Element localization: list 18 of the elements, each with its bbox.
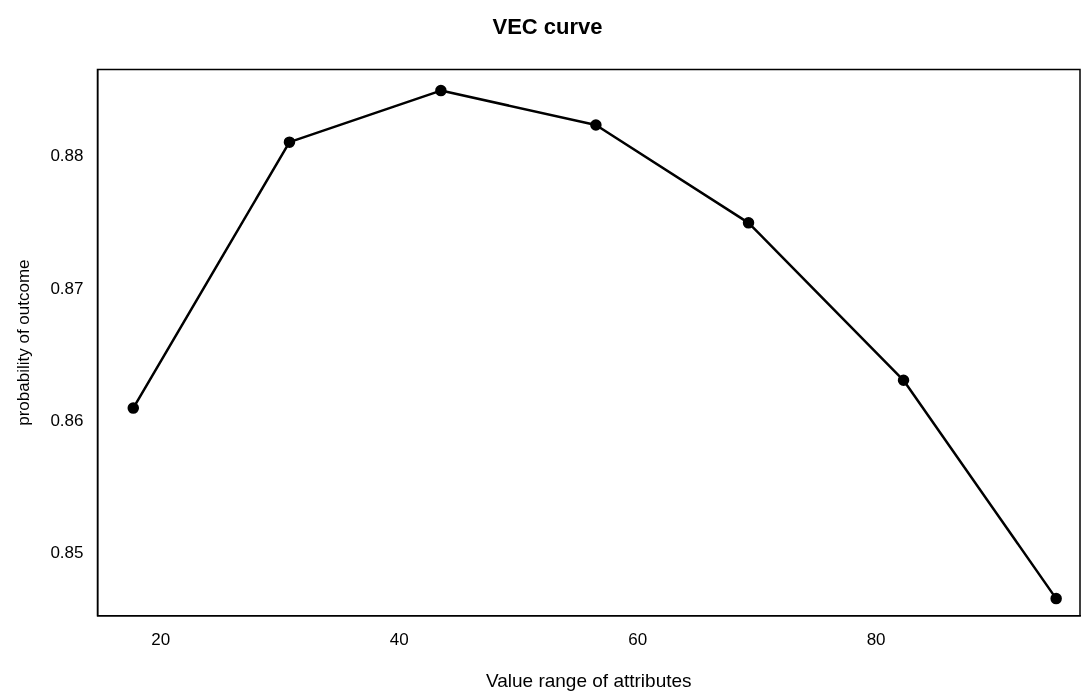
point	[435, 84, 447, 97]
y-tick-label: 0.88	[50, 146, 84, 166]
y-axis-title: probability of outcome	[13, 259, 33, 426]
point	[1050, 592, 1062, 605]
x-tick-label: 20	[151, 629, 171, 649]
x-tick-label: 80	[866, 629, 886, 649]
y-tick-label: 0.85	[50, 543, 84, 563]
y-tick-label: 0.87	[50, 278, 84, 298]
point	[127, 402, 140, 414]
point	[590, 119, 602, 131]
x-tick-label: 40	[389, 629, 409, 649]
point	[897, 374, 910, 387]
y-tick-label: 0.86	[50, 411, 84, 431]
x-tick-label: 60	[628, 629, 648, 649]
chart-title: VEC curve	[492, 14, 603, 40]
point	[283, 136, 296, 148]
x-axis-title: Value range of attributes	[485, 669, 692, 691]
point	[742, 217, 755, 229]
